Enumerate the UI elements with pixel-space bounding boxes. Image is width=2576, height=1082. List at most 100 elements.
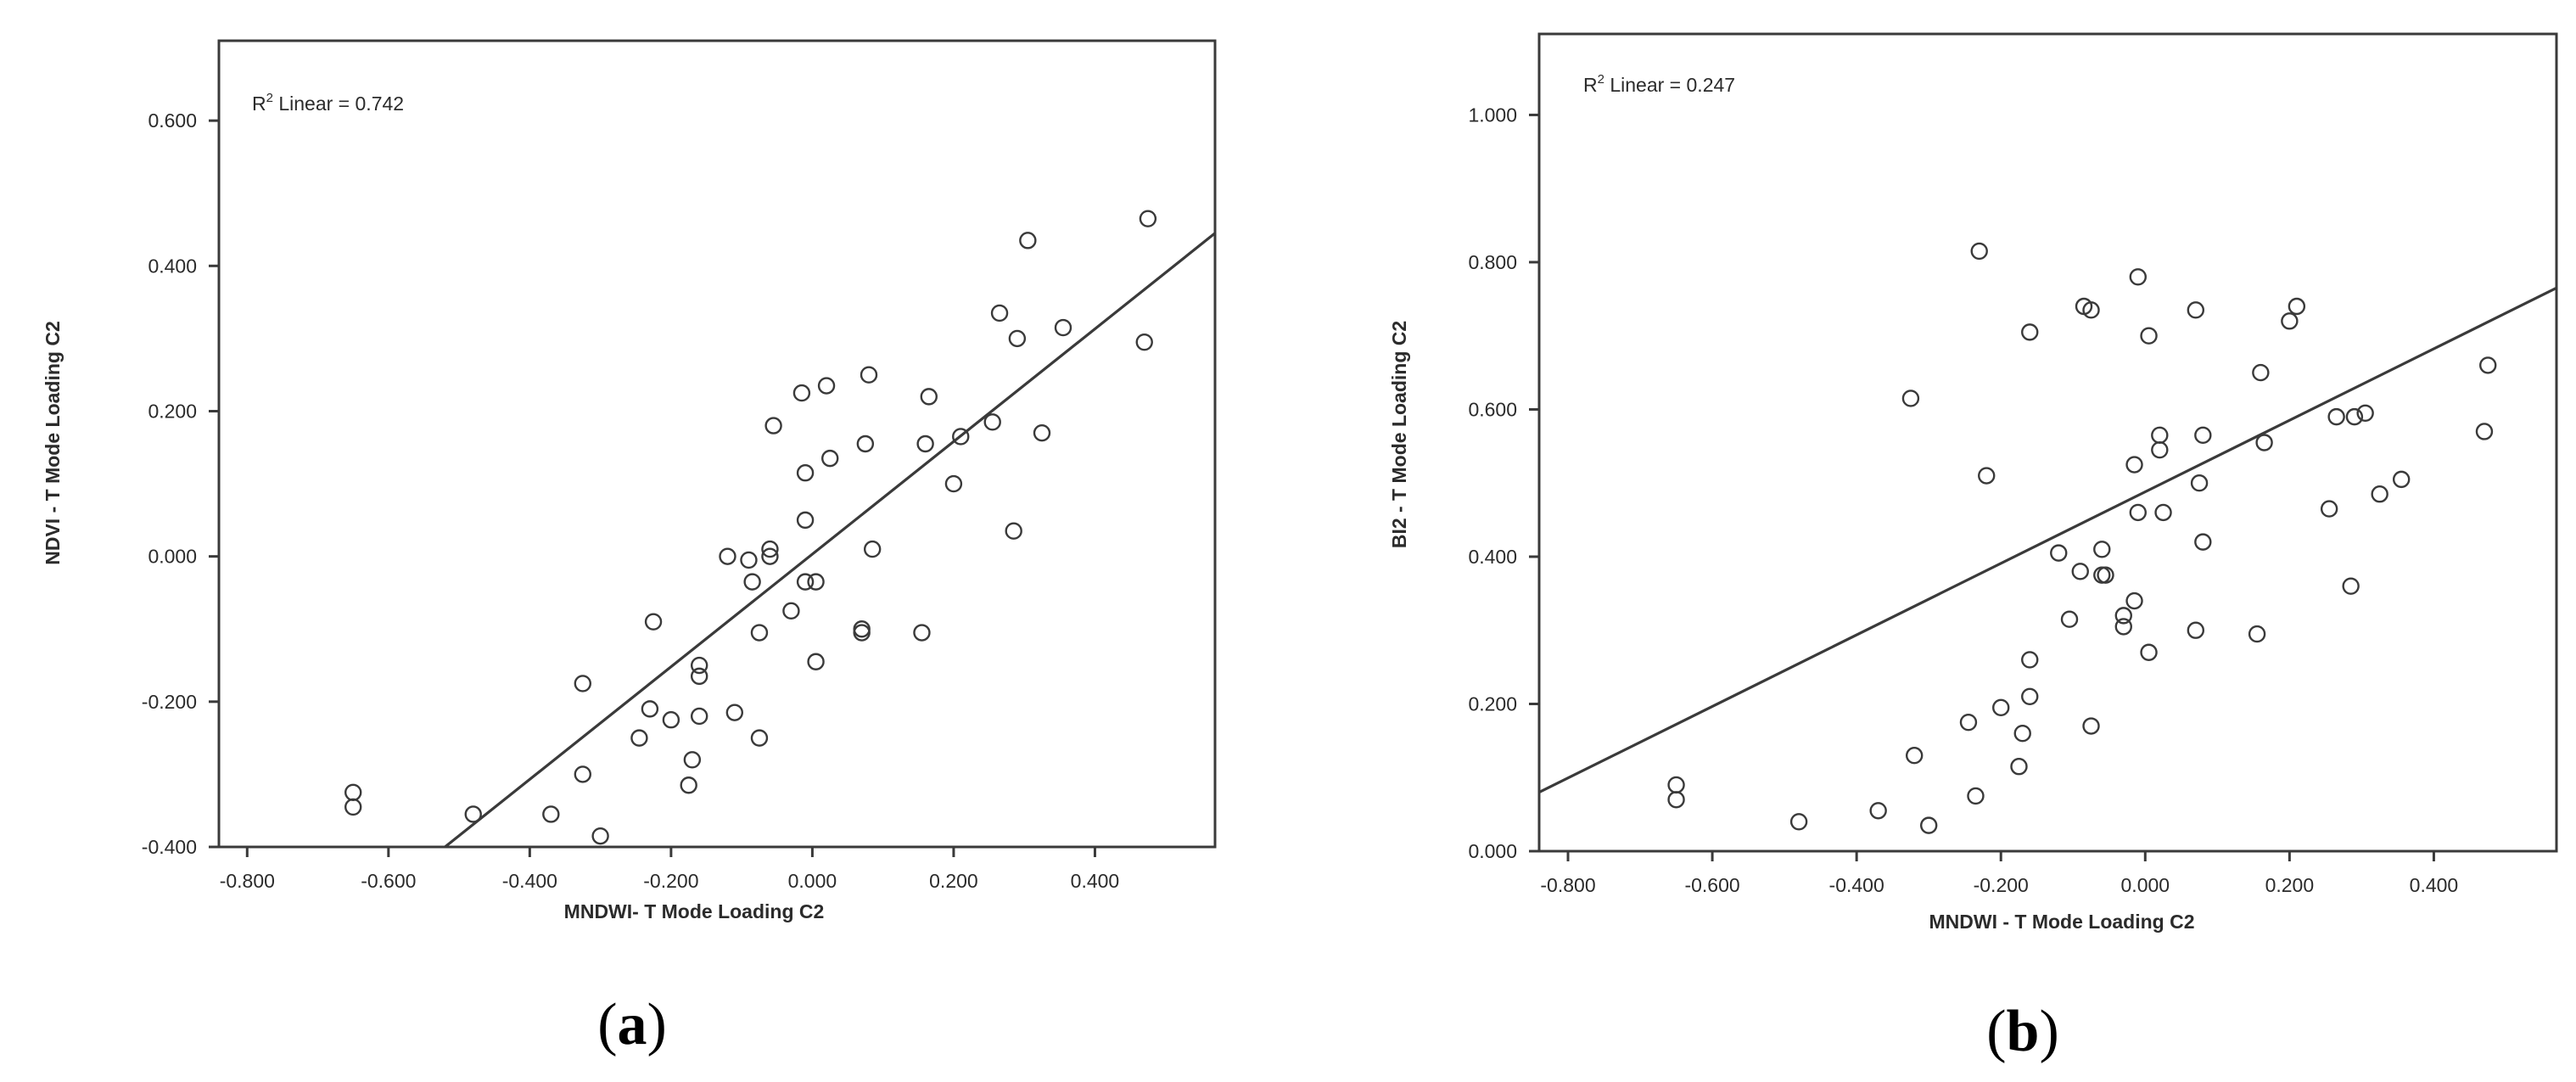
data-point [2371, 485, 2388, 503]
data-point [719, 547, 736, 565]
data-point [344, 798, 362, 816]
data-point [796, 573, 815, 591]
data-point [690, 667, 708, 686]
data-point [1970, 242, 1988, 261]
data-point [2114, 618, 2132, 636]
data-point [2125, 456, 2143, 474]
data-point [2021, 651, 2039, 669]
data-point [680, 776, 697, 794]
x-tick-label: -0.400 [502, 870, 557, 892]
data-point [2129, 268, 2147, 286]
data-point [860, 366, 878, 384]
x-tick-label: -0.600 [1684, 874, 1739, 896]
data-point [2114, 607, 2132, 625]
data-point [2151, 426, 2169, 445]
data-point [2194, 533, 2212, 551]
data-point [853, 624, 871, 642]
data-point [2190, 474, 2209, 492]
y-tick-label: 0.000 [1468, 840, 1517, 862]
data-point [725, 704, 744, 721]
x-tick-label: -0.400 [1829, 874, 1884, 896]
data-point [2082, 717, 2100, 735]
data-point [2345, 407, 2364, 426]
data-point [2082, 301, 2100, 319]
data-point [591, 827, 609, 845]
y-tick-label: 0.600 [148, 109, 197, 132]
data-point [743, 573, 761, 591]
fit-line [1538, 286, 2557, 794]
data-point [764, 417, 782, 434]
y-tick-label: 0.200 [1468, 692, 1517, 715]
panel-a: -0.800 -0.600 -0.400 -0.200 0.000 0.200 0.400 -… [42, 39, 1217, 1057]
data-point [1919, 816, 1938, 834]
data-point [574, 675, 592, 692]
x-axis-title: MNDWI - T Mode Loading C2 [1929, 911, 2194, 933]
data-point [916, 434, 934, 453]
data-point [2140, 643, 2158, 661]
data-point [2479, 356, 2497, 374]
x-tick-label: 0.200 [2265, 874, 2315, 896]
r2-annotation: R2 Linear = 0.742 [252, 91, 404, 115]
data-point [1978, 467, 1996, 485]
data-point [574, 765, 592, 783]
data-point [1992, 698, 2010, 717]
y-tick-label: 0.400 [148, 255, 197, 277]
data-point [2071, 563, 2089, 580]
data-point [750, 624, 769, 642]
data-point [853, 620, 871, 638]
data-point [2140, 327, 2158, 345]
data-point [2093, 541, 2111, 558]
data-point [2021, 323, 2039, 341]
data-point [821, 449, 839, 468]
data-point [2475, 423, 2494, 440]
data-point [2151, 440, 2169, 459]
y-axis-title: NDVI - T Mode Loading C2 [42, 321, 64, 565]
data-point [740, 551, 758, 569]
plot-frame [1537, 32, 2558, 853]
y-tick-label: 1.000 [1468, 104, 1517, 126]
data-point [796, 464, 815, 482]
data-point [1135, 333, 1153, 351]
data-point [662, 711, 680, 729]
data-point [690, 707, 708, 726]
x-tick-label: -0.600 [361, 870, 416, 892]
data-point [2356, 404, 2374, 422]
plot-frame [217, 39, 1217, 849]
data-point [2342, 577, 2360, 595]
data-point [990, 304, 1009, 322]
x-tick-label: 0.000 [2121, 874, 2170, 896]
data-point [807, 573, 825, 591]
data-point [2021, 687, 2039, 706]
data-point [796, 511, 815, 530]
data-point [1905, 747, 1924, 765]
data-point [2097, 566, 2114, 584]
x-tick-label: -0.800 [1540, 874, 1595, 896]
data-point [913, 624, 931, 642]
data-point [464, 805, 482, 823]
data-point [2288, 297, 2306, 316]
data-point [782, 602, 800, 620]
data-point [2252, 363, 2270, 382]
y-tick-label: 0.200 [148, 400, 197, 422]
x-tick-label: 0.200 [929, 870, 978, 892]
data-point [2050, 544, 2068, 562]
data-point [2010, 758, 2028, 776]
data-point [2093, 566, 2111, 584]
data-point [641, 700, 659, 718]
data-point [807, 653, 825, 670]
y-tick-label: 0.600 [1468, 398, 1517, 420]
panel-label: (b) [1986, 999, 2059, 1064]
r2-annotation: R2 Linear = 0.247 [1583, 72, 1735, 96]
data-point [1005, 522, 1022, 540]
data-point [690, 656, 708, 675]
data-point [2060, 610, 2079, 628]
data-point [630, 729, 648, 747]
data-point [1008, 329, 1027, 348]
data-point [761, 547, 779, 565]
data-point [2327, 407, 2345, 426]
data-point [1967, 787, 1985, 805]
data-point [863, 540, 882, 558]
data-point [1869, 802, 1887, 820]
data-point [644, 613, 663, 631]
data-point [683, 751, 702, 769]
